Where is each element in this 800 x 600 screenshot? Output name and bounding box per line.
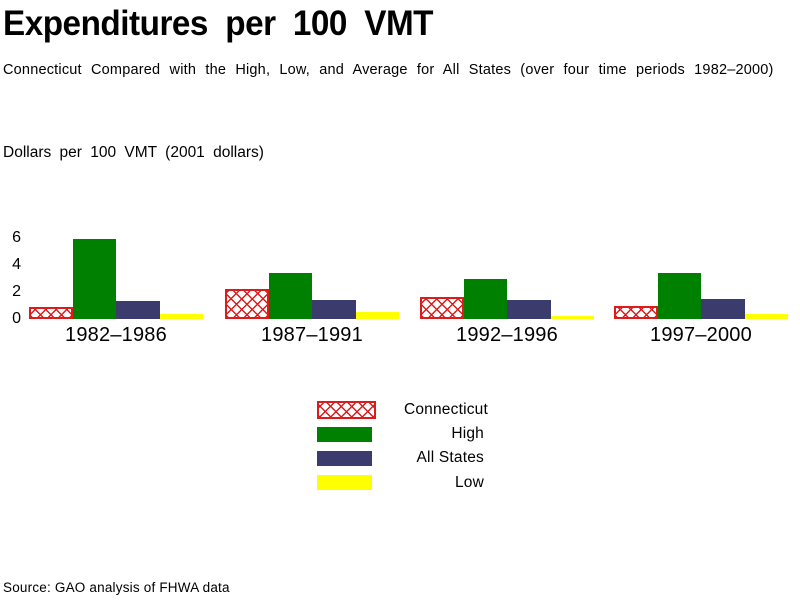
- legend-swatch-all-states: [317, 451, 372, 466]
- bar-low-1: [159, 313, 203, 319]
- legend-label-high: High: [451, 425, 484, 443]
- bar-connecticut-2: [225, 289, 269, 319]
- bar-connecticut-3: [420, 297, 464, 319]
- bar-connecticut-4: [614, 305, 658, 319]
- x-axis-label-3: 1992–1996: [456, 324, 558, 346]
- legend-label-connecticut: Connecticut: [403, 401, 488, 419]
- bar-high-3: [463, 278, 507, 319]
- legend-item-connecticut: Connecticut: [317, 398, 488, 422]
- bar-low-3: [550, 316, 594, 319]
- bar-high-1: [72, 239, 116, 319]
- page-subtitle: Connecticut Compared with the High, Low,…: [3, 62, 774, 78]
- page-title: Expenditures per 100 VMT: [3, 4, 434, 43]
- legend-label-all-states: All States: [416, 449, 484, 467]
- legend-label-low: Low: [454, 473, 484, 491]
- y-axis-title: Dollars per 100 VMT (2001 dollars): [3, 144, 264, 161]
- bar-all-states-4: [701, 298, 745, 319]
- bar-high-2: [268, 273, 312, 319]
- bar-low-4: [744, 313, 788, 319]
- y-axis-tick-6: 6: [12, 229, 21, 246]
- x-axis-label-1: 1982–1986: [65, 324, 167, 346]
- legend: Connecticut High All States Low: [317, 398, 488, 495]
- bar-high-4: [657, 273, 701, 319]
- legend-swatch-high: [317, 427, 372, 442]
- x-axis-label-4: 1997–2000: [650, 324, 752, 346]
- legend-item-all-states: All States: [317, 446, 488, 470]
- source-note: Source: GAO analysis of FHWA data: [3, 580, 230, 595]
- legend-item-high: High: [317, 422, 488, 446]
- y-axis-tick-4: 4: [12, 256, 21, 273]
- legend-swatch-connecticut: [317, 400, 376, 420]
- bar-all-states-1: [116, 301, 160, 319]
- bar-low-2: [355, 312, 399, 319]
- y-axis-tick-0: 0: [12, 310, 21, 327]
- legend-item-low: Low: [317, 471, 488, 495]
- legend-swatch-low: [317, 475, 372, 490]
- bar-connecticut-1: [29, 306, 73, 319]
- x-axis-label-2: 1987–1991: [261, 324, 363, 346]
- y-axis-tick-2: 2: [12, 283, 21, 300]
- bar-all-states-2: [312, 300, 356, 319]
- bar-all-states-3: [507, 300, 551, 319]
